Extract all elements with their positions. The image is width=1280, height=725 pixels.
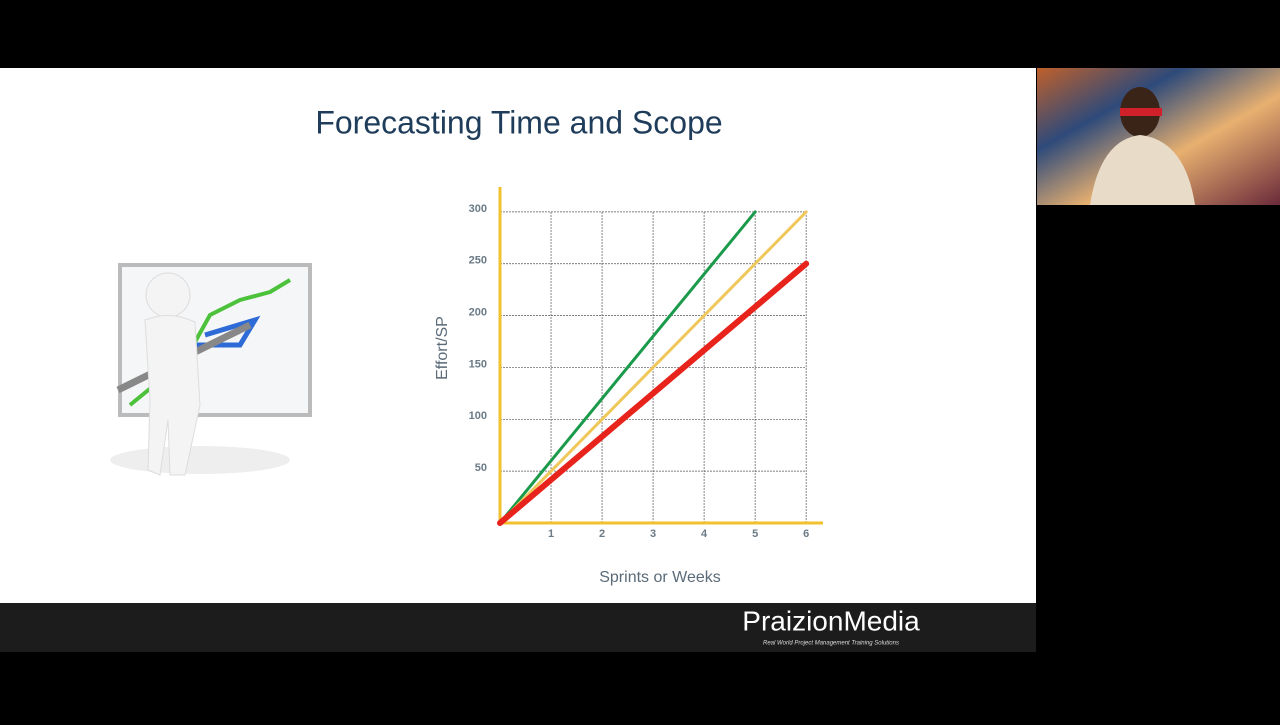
slide-title: Forecasting Time and Scope xyxy=(315,104,722,140)
series-line xyxy=(498,210,757,525)
y-axis-label: Effort/SP xyxy=(434,316,451,380)
y-tick-label: 50 xyxy=(475,462,487,474)
series-line xyxy=(498,210,808,525)
x-tick-label: 1 xyxy=(548,528,554,540)
logo-tagline: Real World Project Management Training S… xyxy=(763,641,899,647)
y-tick-label: 200 xyxy=(469,306,487,318)
x-tick-label: 4 xyxy=(701,528,708,540)
series-line xyxy=(497,260,810,526)
presenter-illustration xyxy=(110,263,312,476)
x-tick-label: 6 xyxy=(803,528,809,540)
x-tick-label: 2 xyxy=(599,528,605,540)
webcam xyxy=(1037,68,1280,205)
x-axis-label: Sprints or Weeks xyxy=(599,569,721,586)
y-tick-label: 250 xyxy=(469,255,487,267)
x-tick-label: 5 xyxy=(752,528,758,540)
y-tick-label: 100 xyxy=(469,410,487,422)
y-tick-label: 150 xyxy=(469,358,487,370)
x-tick-label: 3 xyxy=(650,528,656,540)
logo-name: PraizionMedia xyxy=(742,605,920,636)
chart: 50 100 150 200 250 300 1 2 3 4 5 6 Sprints or Weeks E… xyxy=(434,187,823,586)
footer-band xyxy=(0,603,1036,652)
y-tick-label: 300 xyxy=(469,203,487,215)
